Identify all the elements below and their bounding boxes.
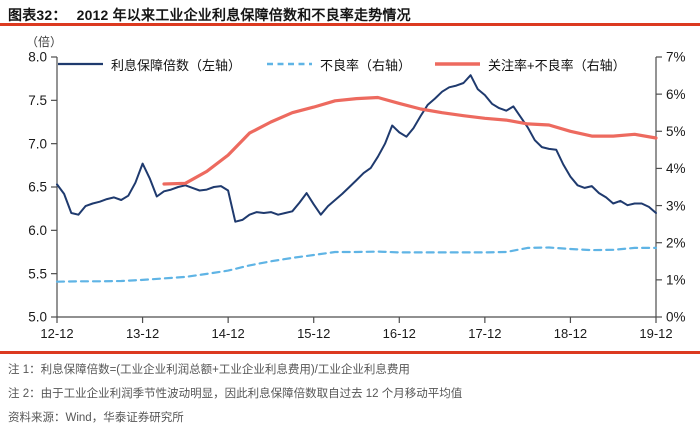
x-axis-tick-label: 13-12 (126, 326, 159, 341)
legend-label: 关注率+不良率（右轴） (488, 57, 626, 73)
figure-title-text: 2012 年以来工业企业利息保障倍数和不良率走势情况 (76, 7, 411, 23)
legend-swatch-solid-navy (58, 62, 103, 66)
x-axis-tick-label: 16-12 (383, 326, 416, 341)
legend-item-npl-ratio: 不良率（右轴） (266, 57, 412, 73)
footnote-1: 注 1：利息保障倍数=(工业企业利润总额+工业企业利息费用)/工业企业利息费用 (8, 364, 410, 376)
right-axis-tick-label: 4% (666, 161, 686, 176)
title-divider-rule (0, 23, 700, 26)
source-line: 资料来源：Wind，华泰证券研究所 (8, 412, 184, 424)
legend-item-special-mention-plus-npl: 关注率+不良率（右轴） (434, 57, 626, 73)
left-axis-tick-label: 7.0 (28, 136, 47, 151)
footer-divider-rule (0, 351, 700, 354)
legend-label: 不良率（右轴） (320, 57, 412, 73)
series-line-special-mention-plus-npl (162, 95, 658, 186)
x-axis-tick-label: 12-12 (40, 326, 73, 341)
left-axis-tick-label: 6.0 (28, 223, 47, 238)
right-axis-tick-label: 2% (666, 235, 686, 250)
x-axis-tick-label: 15-12 (297, 326, 330, 341)
left-axis-tick-label: 6.5 (28, 180, 47, 195)
legend-swatch-solid-salmon (435, 62, 480, 66)
legend-swatch-dashed-lightblue (267, 62, 312, 66)
x-axis-tick-label: 14-12 (212, 326, 245, 341)
x-axis-tick-label: 19-12 (639, 326, 672, 341)
x-axis-tick-label: 17-12 (468, 326, 501, 341)
left-axis-tick-label: 7.5 (28, 93, 47, 108)
right-axis-tick-label: 5% (666, 124, 686, 139)
left-axis-tick-label: 8.0 (28, 50, 47, 65)
x-axis-tick-label: 18-12 (554, 326, 587, 341)
legend-item-interest-coverage: 利息保障倍数（左轴） (57, 57, 242, 73)
right-axis-tick-label: 1% (666, 273, 686, 288)
figure-number: 图表32： (8, 7, 67, 23)
footnote-2: 注 2：由于工业企业利润季节性波动明显，因此利息保障倍数取自过去 12 个月移动… (8, 388, 463, 400)
series-line-interest-coverage (56, 74, 657, 223)
right-axis-tick-label: 3% (666, 198, 686, 213)
right-axis-tick-label: 0% (666, 310, 686, 325)
left-axis-tick-label: 5.0 (28, 310, 47, 325)
right-axis-tick-label: 6% (666, 87, 686, 102)
left-axis-tick-label: 5.5 (28, 266, 47, 281)
legend-label: 利息保障倍数（左轴） (111, 57, 242, 73)
series-line-npl-ratio (55, 246, 658, 283)
right-axis-tick-label: 7% (666, 50, 686, 65)
figure-title: 图表32： 2012 年以来工业企业利息保障倍数和不良率走势情况 (8, 5, 411, 25)
left-axis-unit-label: （倍） (26, 35, 63, 49)
